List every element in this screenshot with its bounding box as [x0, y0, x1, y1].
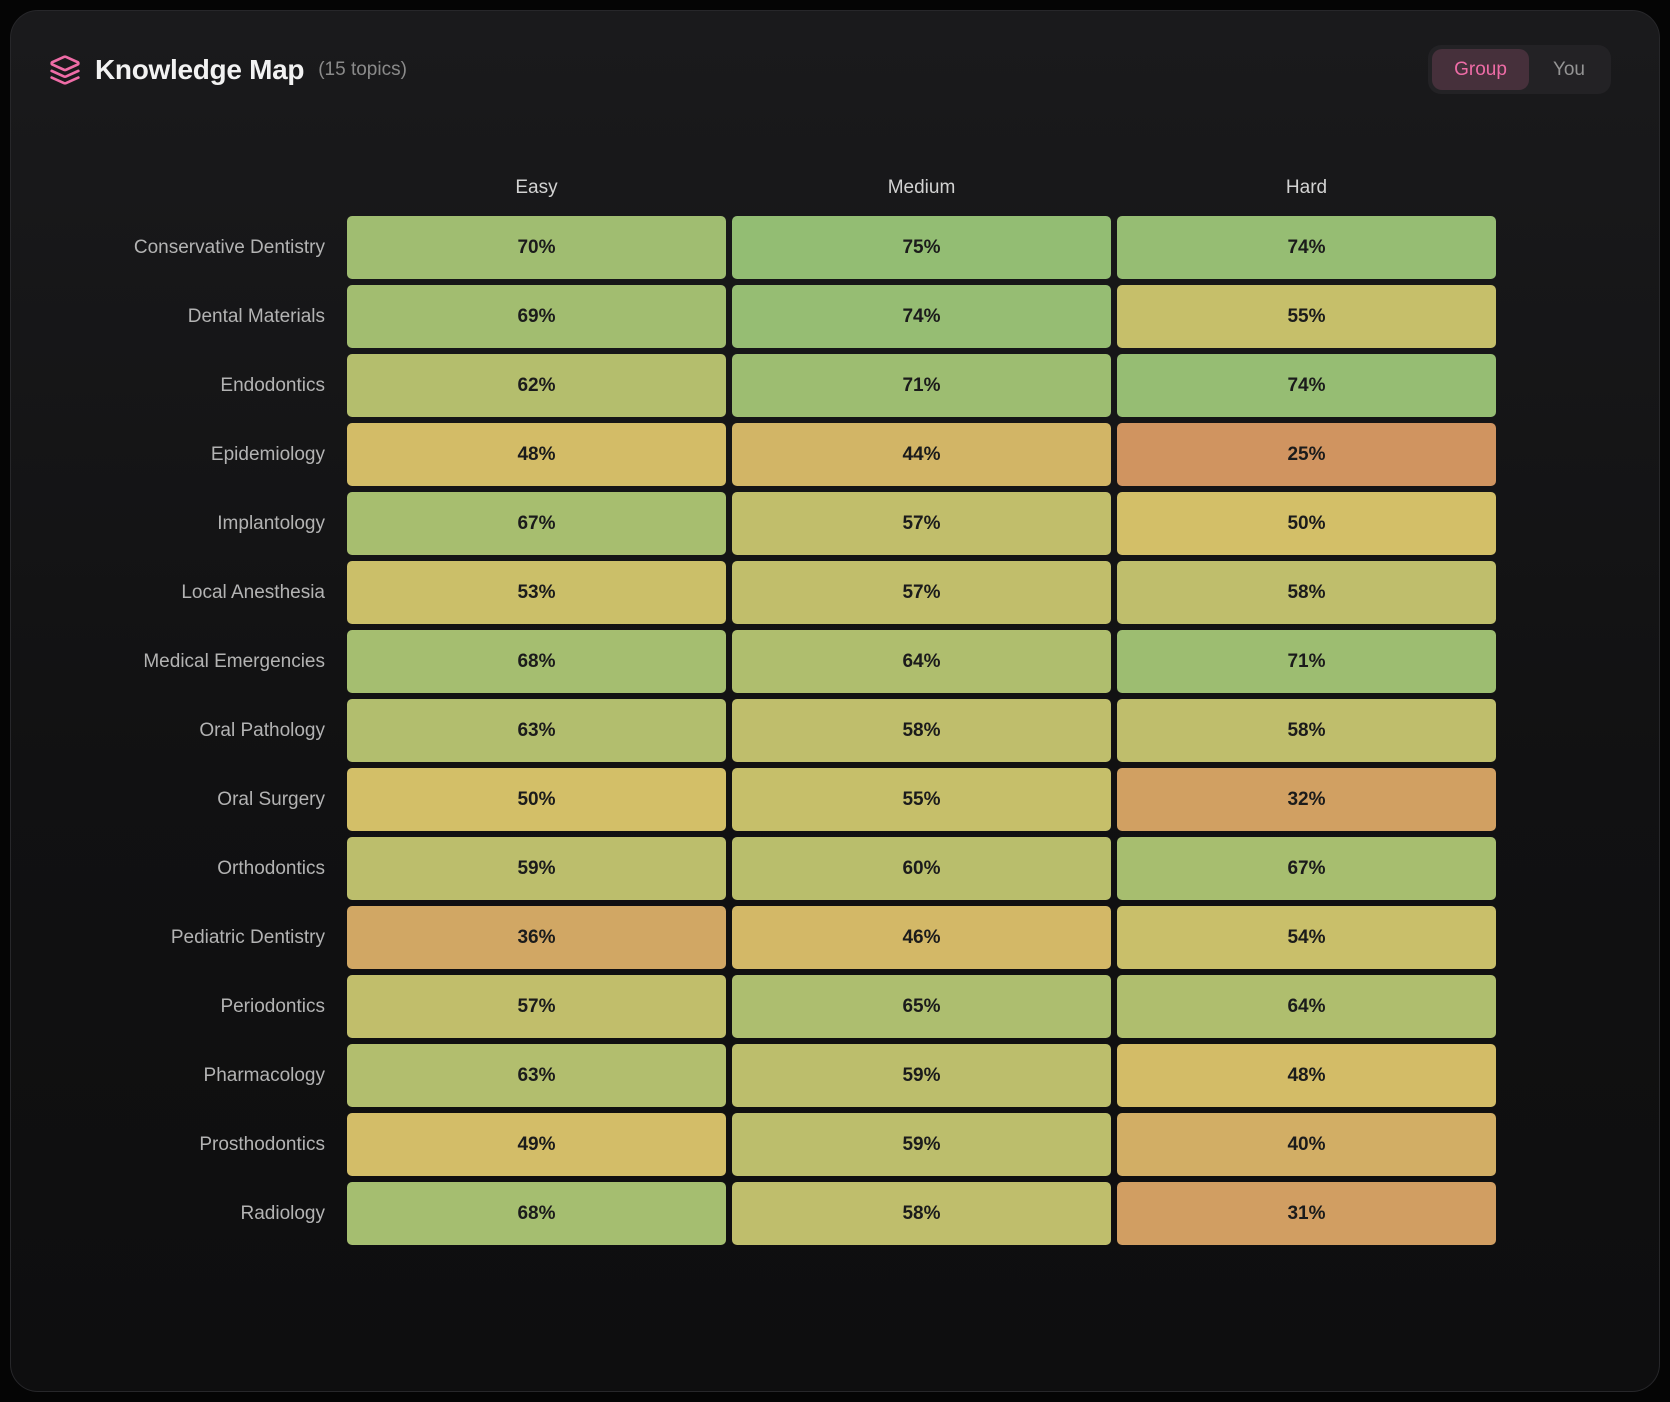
- column-header-hard: Hard: [1285, 177, 1328, 198]
- heatmap-cell[interactable]: 74%: [732, 285, 1111, 348]
- heatmap-cell[interactable]: 44%: [732, 423, 1111, 486]
- heatmap-cell[interactable]: 65%: [732, 975, 1111, 1038]
- topic-label: Radiology: [240, 1202, 326, 1224]
- topic-label: Pediatric Dentistry: [170, 926, 325, 948]
- heatmap-cell[interactable]: 48%: [1117, 1044, 1496, 1107]
- heatmap-cell[interactable]: 53%: [347, 561, 726, 624]
- grid-corner: [49, 166, 341, 210]
- heatmap-cell[interactable]: 71%: [1117, 630, 1496, 693]
- heatmap-cell[interactable]: 60%: [732, 837, 1111, 900]
- heatmap-cell[interactable]: 46%: [732, 906, 1111, 969]
- heatmap-cell[interactable]: 57%: [732, 561, 1111, 624]
- heatmap-cell[interactable]: 49%: [347, 1113, 726, 1176]
- heatmap-cell[interactable]: 74%: [1117, 216, 1496, 279]
- topic-count: (15 topics): [318, 58, 407, 80]
- heatmap-cell[interactable]: 64%: [732, 630, 1111, 693]
- layers-icon: [49, 54, 81, 86]
- heatmap-cell[interactable]: 54%: [1117, 906, 1496, 969]
- topic-label: Orthodontics: [217, 857, 325, 879]
- heatmap-cell[interactable]: 68%: [347, 630, 726, 693]
- heatmap-cell[interactable]: 74%: [1117, 354, 1496, 417]
- topic-label: Implantology: [217, 512, 325, 534]
- heatmap-grid: Easy Medium Hard Conservative Dentistry …: [49, 166, 1496, 1245]
- heatmap-cell[interactable]: 58%: [1117, 561, 1496, 624]
- heatmap-cell[interactable]: 58%: [732, 699, 1111, 762]
- heatmap-cell[interactable]: 64%: [1117, 975, 1496, 1038]
- column-header-medium: Medium: [887, 177, 956, 198]
- heatmap-cell[interactable]: 50%: [347, 768, 726, 831]
- heatmap-cell[interactable]: 36%: [347, 906, 726, 969]
- heatmap-cell[interactable]: 31%: [1117, 1182, 1496, 1245]
- topic-label: Dental Materials: [187, 305, 325, 327]
- heatmap-cell[interactable]: 58%: [732, 1182, 1111, 1245]
- heatmap-cell[interactable]: 40%: [1117, 1113, 1496, 1176]
- page-title: Knowledge Map: [95, 53, 305, 85]
- heatmap-cell[interactable]: 57%: [732, 492, 1111, 555]
- heatmap-cell[interactable]: 59%: [732, 1044, 1111, 1107]
- heatmap-cell[interactable]: 63%: [347, 1044, 726, 1107]
- topic-label: Oral Pathology: [199, 719, 325, 741]
- heatmap-cell[interactable]: 55%: [1117, 285, 1496, 348]
- heatmap-cell[interactable]: 25%: [1117, 423, 1496, 486]
- topic-label: Endodontics: [220, 374, 325, 396]
- topic-label: Oral Surgery: [217, 788, 325, 810]
- topic-label: Medical Emergencies: [143, 650, 325, 672]
- heatmap-cell[interactable]: 32%: [1117, 768, 1496, 831]
- topic-label: Pharmacology: [203, 1064, 325, 1086]
- heatmap-cell[interactable]: 71%: [732, 354, 1111, 417]
- topic-label: Prosthodontics: [199, 1133, 325, 1155]
- header: Knowledge Map (15 topics) Group You: [11, 11, 1659, 94]
- knowledge-map-card: Knowledge Map (15 topics) Group You Easy…: [10, 10, 1660, 1392]
- heatmap-cell[interactable]: 63%: [347, 699, 726, 762]
- heatmap-cell[interactable]: 59%: [732, 1113, 1111, 1176]
- topic-label: Conservative Dentistry: [133, 236, 325, 258]
- topic-label: Epidemiology: [210, 443, 325, 465]
- heatmap-cell[interactable]: 69%: [347, 285, 726, 348]
- column-header-easy: Easy: [515, 177, 558, 198]
- heatmap-cell[interactable]: 62%: [347, 354, 726, 417]
- heatmap-cell[interactable]: 70%: [347, 216, 726, 279]
- toggle-you-button[interactable]: You: [1531, 49, 1607, 90]
- heatmap-cell[interactable]: 48%: [347, 423, 726, 486]
- heatmap-cell[interactable]: 55%: [732, 768, 1111, 831]
- heatmap-cell[interactable]: 68%: [347, 1182, 726, 1245]
- group-you-toggle: Group You: [1428, 45, 1611, 94]
- heatmap-cell[interactable]: 50%: [1117, 492, 1496, 555]
- heatmap-cell[interactable]: 67%: [1117, 837, 1496, 900]
- heatmap-cell[interactable]: 75%: [732, 216, 1111, 279]
- topic-label: Local Anesthesia: [181, 581, 325, 603]
- toggle-group-button[interactable]: Group: [1432, 49, 1529, 90]
- heatmap-cell[interactable]: 67%: [347, 492, 726, 555]
- topic-label: Periodontics: [220, 995, 325, 1017]
- heatmap-cell[interactable]: 57%: [347, 975, 726, 1038]
- heatmap-cell[interactable]: 58%: [1117, 699, 1496, 762]
- heatmap-cell[interactable]: 59%: [347, 837, 726, 900]
